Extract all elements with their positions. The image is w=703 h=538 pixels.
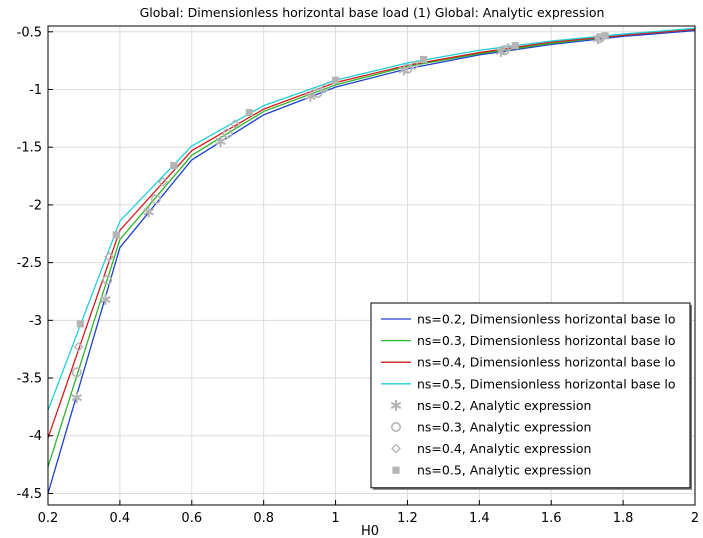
square-marker bbox=[76, 320, 84, 328]
x-tick-label: 1.8 bbox=[613, 511, 634, 526]
asterisk-marker bbox=[71, 392, 83, 404]
diamond-marker bbox=[391, 443, 401, 454]
x-tick-label: 2 bbox=[691, 511, 699, 526]
square-marker bbox=[601, 32, 609, 40]
y-tick-label: -3.5 bbox=[17, 372, 42, 387]
y-tick-label: -4.5 bbox=[17, 487, 42, 502]
y-tick-label: -0.5 bbox=[17, 25, 42, 40]
circle-marker bbox=[150, 194, 161, 205]
x-tick-label: 1 bbox=[331, 511, 339, 526]
diamond-marker bbox=[229, 119, 240, 130]
y-tick-label: -1.5 bbox=[17, 141, 42, 156]
square-marker bbox=[170, 162, 178, 170]
circle-marker bbox=[312, 87, 323, 98]
asterisk-marker bbox=[390, 399, 402, 411]
legend-label: ns=0.4, Dimensionless horizontal base lo bbox=[417, 355, 676, 370]
square-marker bbox=[420, 55, 428, 64]
legend-box bbox=[370, 302, 691, 489]
series-line bbox=[47, 27, 696, 411]
x-tick-label: 0.6 bbox=[181, 511, 202, 526]
circle-marker bbox=[102, 274, 113, 285]
legend-label: ns=0.3, Analytic expression bbox=[417, 420, 591, 435]
circle-marker bbox=[222, 128, 233, 139]
asterisk-marker bbox=[215, 135, 226, 147]
y-tick-label: -2.5 bbox=[17, 256, 42, 271]
diamond-marker bbox=[158, 176, 168, 187]
x-tick-label: 1.6 bbox=[541, 511, 562, 526]
square-marker bbox=[245, 108, 253, 117]
diamond-marker bbox=[73, 341, 84, 352]
circle-marker bbox=[499, 45, 510, 56]
asterisk-marker bbox=[100, 294, 111, 306]
diamond-marker bbox=[409, 60, 420, 71]
x-tick-label: 0.8 bbox=[253, 511, 274, 526]
x-axis-label: H0 bbox=[361, 524, 379, 538]
y-tick-label: -3 bbox=[29, 314, 42, 329]
x-tick-label: 0.4 bbox=[110, 511, 131, 526]
plot-series bbox=[47, 27, 696, 494]
diamond-marker bbox=[503, 43, 514, 53]
y-tick-label: -1 bbox=[29, 83, 42, 98]
square-marker bbox=[331, 76, 340, 84]
chart-title: Global: Dimensionless horizontal base lo… bbox=[140, 5, 605, 20]
circle-marker bbox=[71, 367, 82, 378]
legend-label: ns=0.4, Analytic expression bbox=[417, 441, 591, 456]
legend-label: ns=0.3, Dimensionless horizontal base lo bbox=[417, 333, 676, 348]
circle-marker bbox=[402, 63, 413, 74]
square-marker bbox=[112, 231, 120, 239]
y-tick-label: -4 bbox=[29, 429, 42, 444]
square-marker bbox=[511, 42, 519, 50]
axis-ticks: 0.2 0.4 0.6 0.8 1 1.2 1.4 1.6 1.8 2 -4.5 -4 -3.5 -3 -2… bbox=[17, 25, 700, 526]
plot-area-frame bbox=[47, 25, 696, 506]
square-marker bbox=[392, 466, 400, 474]
diamond-marker bbox=[104, 251, 115, 262]
legend: ns=0.2, Dimensionless horizontal base lo… bbox=[370, 302, 692, 490]
x-tick-label: 0.2 bbox=[38, 511, 59, 526]
legend-entries: ns=0.2, Dimensionless horizontal base lo… bbox=[381, 312, 676, 478]
x-tick-label: 1.4 bbox=[469, 511, 490, 526]
legend-label: ns=0.2, Analytic expression bbox=[417, 398, 591, 413]
asterisk-marker bbox=[143, 206, 154, 218]
legend-label: ns=0.2, Dimensionless horizontal base lo bbox=[417, 312, 676, 327]
legend-label: ns=0.5, Dimensionless horizontal base lo bbox=[417, 376, 676, 391]
y-tick-label: -2 bbox=[29, 198, 42, 213]
legend-label: ns=0.5, Analytic expression bbox=[417, 463, 591, 478]
circle-marker bbox=[390, 421, 401, 432]
x-tick-label: 1.2 bbox=[397, 511, 418, 526]
diamond-marker bbox=[319, 83, 330, 94]
series-line bbox=[47, 28, 696, 439]
